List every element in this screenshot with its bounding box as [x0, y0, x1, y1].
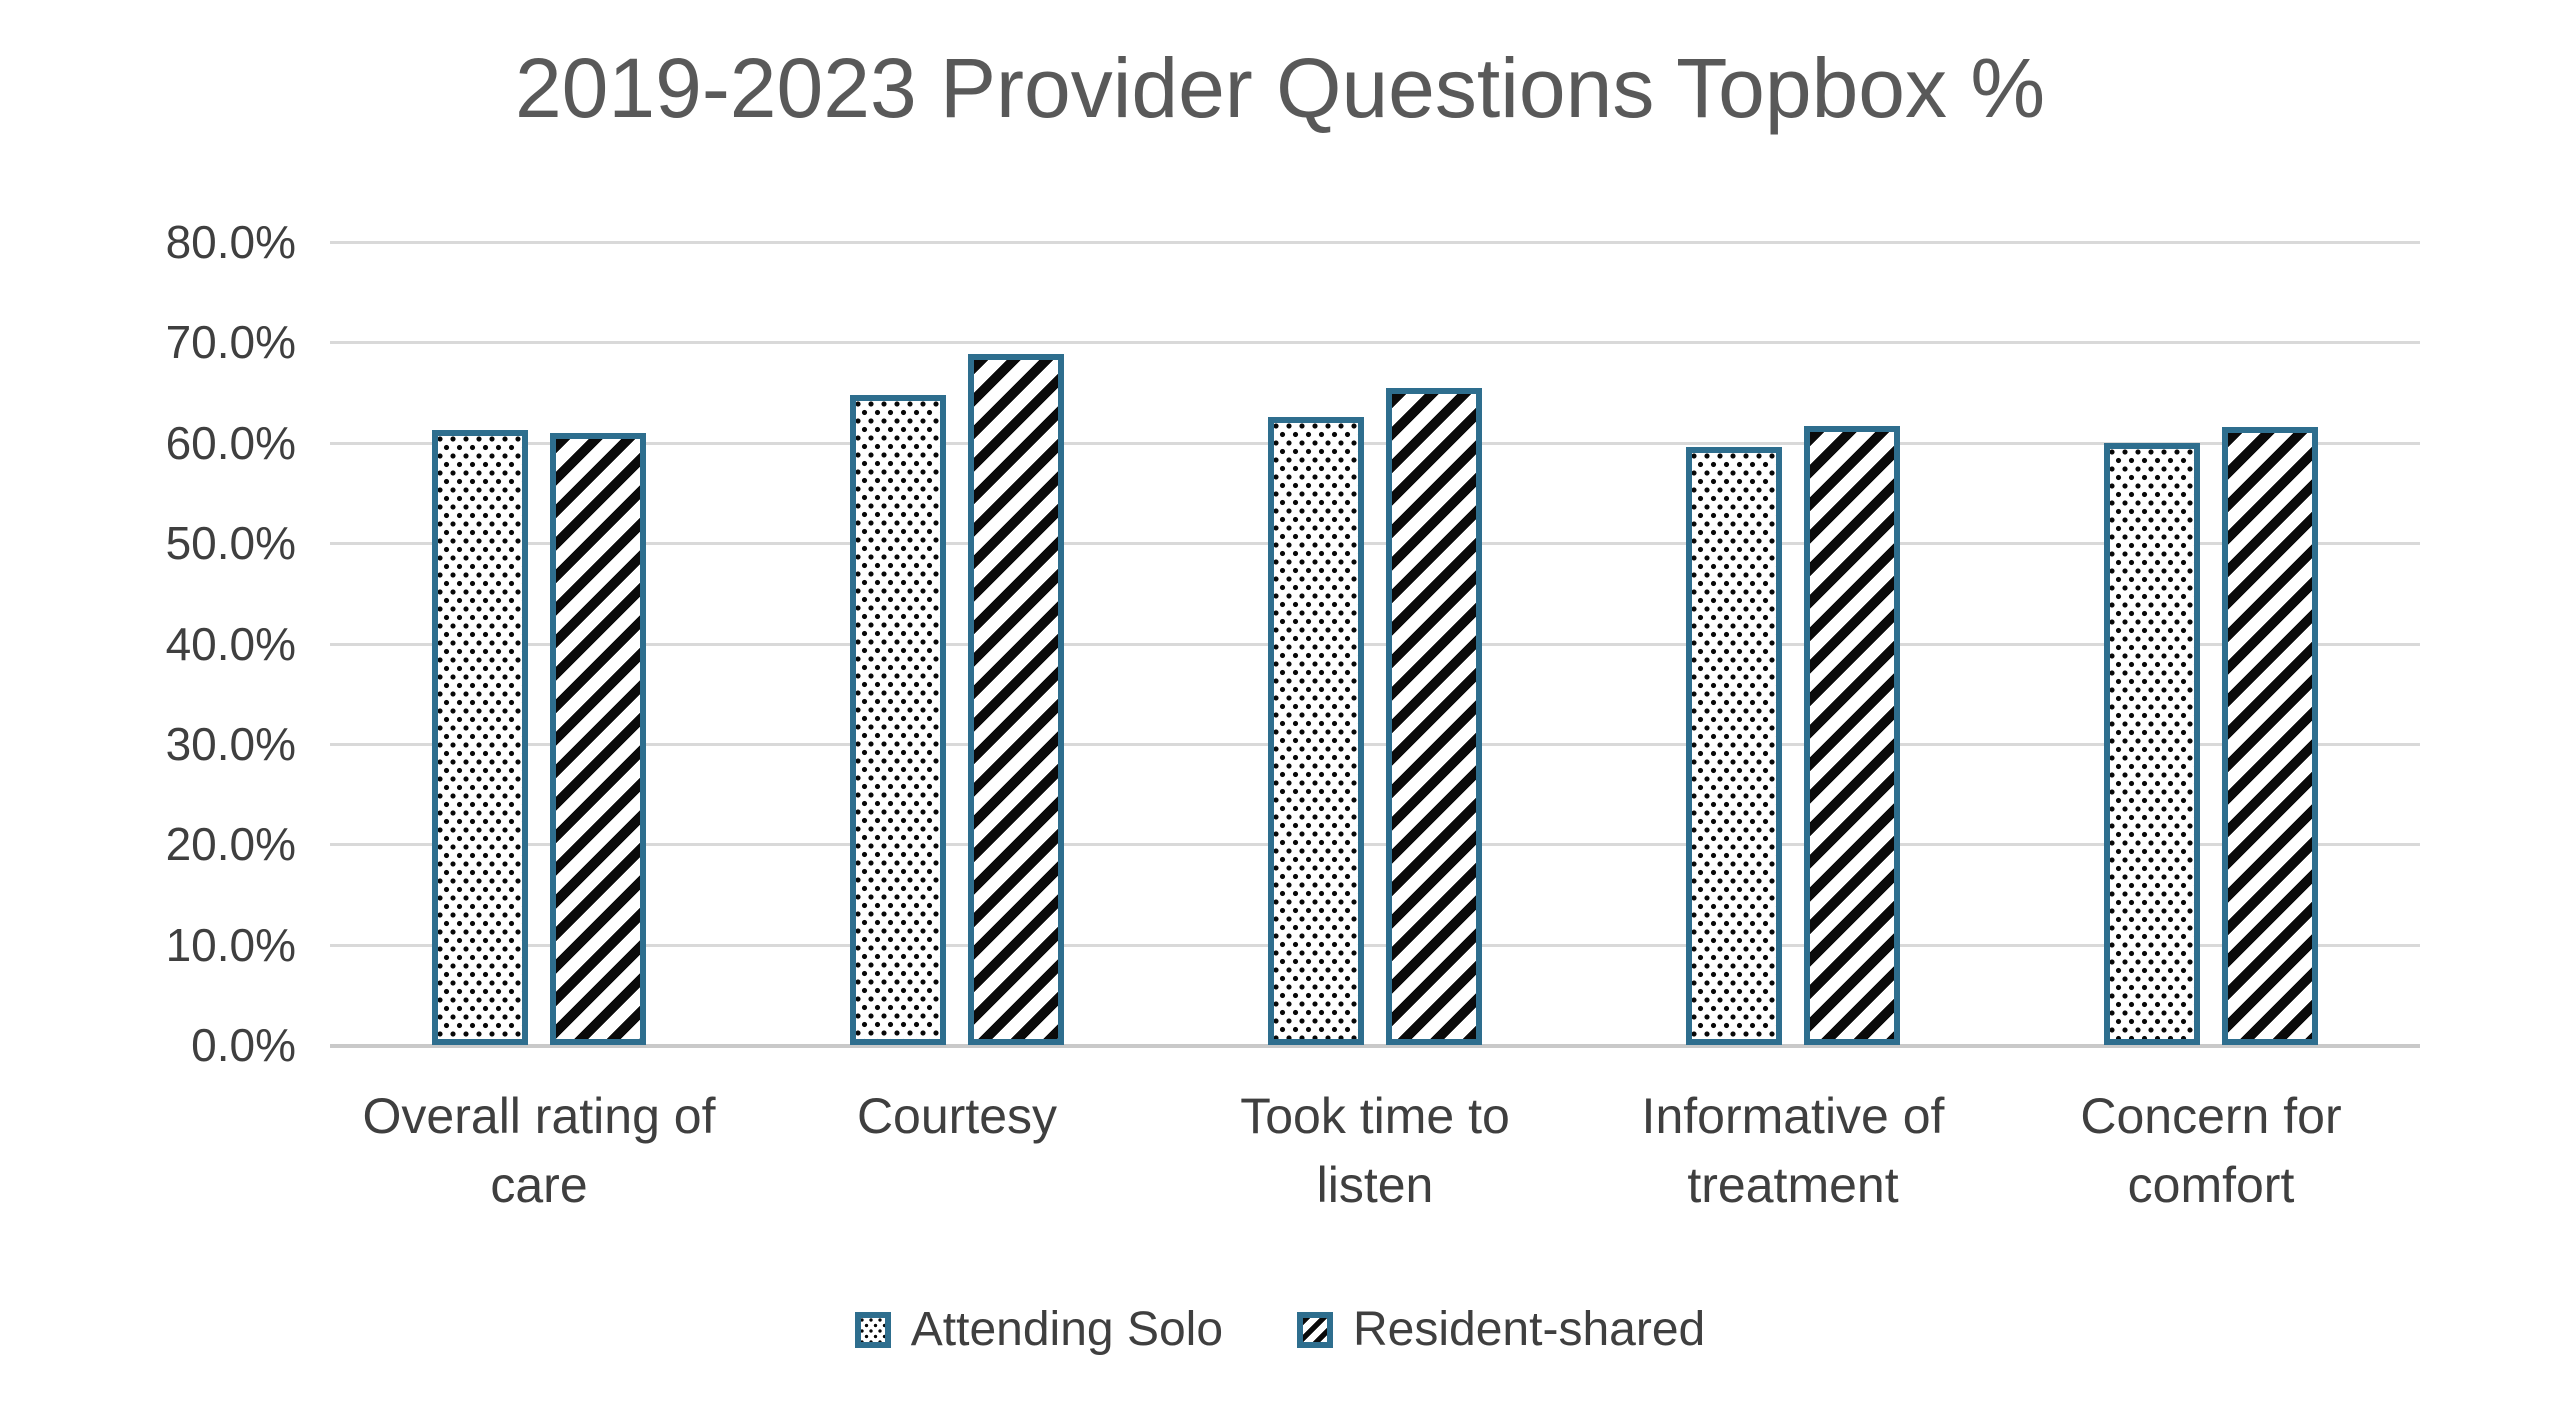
x-tick-label-overall-rating-of-care: Overall rating of care [330, 1082, 748, 1220]
bar-attending-solo-informative-of-treatment [1686, 446, 1782, 1045]
y-tick-label-40: 40.0% [165, 617, 296, 670]
y-tick-label-80: 80.0% [165, 216, 296, 268]
y-tick-label-70: 70.0% [165, 316, 296, 369]
legend-label: Resident-shared [1353, 1303, 1706, 1356]
bar-resident-shared-overall-rating-of-care [550, 432, 646, 1045]
gridline-70 [330, 341, 2420, 345]
x-tick-label-line: comfort [2127, 1157, 2295, 1213]
x-tick-label-took-time-to-listen: Took time to listen [1166, 1082, 1584, 1220]
x-tick-label-line: Courtesy [856, 1088, 1058, 1144]
x-tick-label-line: Concern for [2080, 1088, 2342, 1144]
x-tick-label-line: Informative of [1641, 1088, 1945, 1144]
gridline-10 [330, 943, 2420, 947]
plot-area [330, 241, 2420, 1048]
y-tick-label-60: 60.0% [165, 416, 296, 469]
bar-resident-shared-informative-of-treatment [1804, 425, 1900, 1045]
legend-label: Attending Solo [910, 1303, 1224, 1356]
gridline-50 [330, 542, 2420, 546]
gridline-0 [330, 1044, 2420, 1048]
dotted-swatch-icon [854, 1311, 891, 1348]
y-tick-label-20: 20.0% [165, 818, 296, 871]
y-tick-label-50: 50.0% [165, 517, 296, 570]
x-tick-label-courtesy: Courtesy [748, 1082, 1166, 1151]
x-tick-label-line: treatment [1687, 1157, 1899, 1213]
x-tick-label-line: Took time to [1240, 1088, 1510, 1144]
striped-swatch-icon [1297, 1311, 1334, 1348]
legend-item-attending-solo: Attending Solo [854, 1302, 1224, 1357]
bar-attending-solo-overall-rating-of-care [432, 429, 528, 1045]
gridline-30 [330, 742, 2420, 746]
y-tick-label-30: 30.0% [165, 717, 296, 770]
gridline-40 [330, 642, 2420, 646]
bar-attending-solo-concern-for-comfort [2104, 442, 2200, 1045]
bar-resident-shared-took-time-to-listen [1386, 387, 1482, 1045]
y-tick-label-10: 10.0% [165, 918, 296, 971]
gridline-20 [330, 843, 2420, 847]
x-tick-label-line: care [490, 1157, 588, 1213]
bar-resident-shared-courtesy [968, 354, 1064, 1045]
x-tick-label-line: listen [1316, 1157, 1434, 1213]
bar-resident-shared-concern-for-comfort [2222, 426, 2318, 1045]
x-tick-label-line: Overall rating of [362, 1088, 716, 1144]
y-tick-label-0: 0.0% [191, 1019, 296, 1071]
legend: Attending Solo Resident-shared [0, 1302, 2560, 1357]
legend-item-resident-shared: Resident-shared [1297, 1302, 1705, 1357]
bar-attending-solo-courtesy [850, 394, 946, 1045]
gridline-60 [330, 441, 2420, 445]
bar-attending-solo-took-time-to-listen [1268, 416, 1364, 1045]
x-tick-label-informative-of-treatment: Informative of treatment [1584, 1082, 2002, 1220]
gridline-80 [330, 241, 2420, 244]
x-tick-label-concern-for-comfort: Concern for comfort [2002, 1082, 2420, 1220]
chart-title: 2019-2023 Provider Questions Topbox % [514, 41, 2046, 135]
